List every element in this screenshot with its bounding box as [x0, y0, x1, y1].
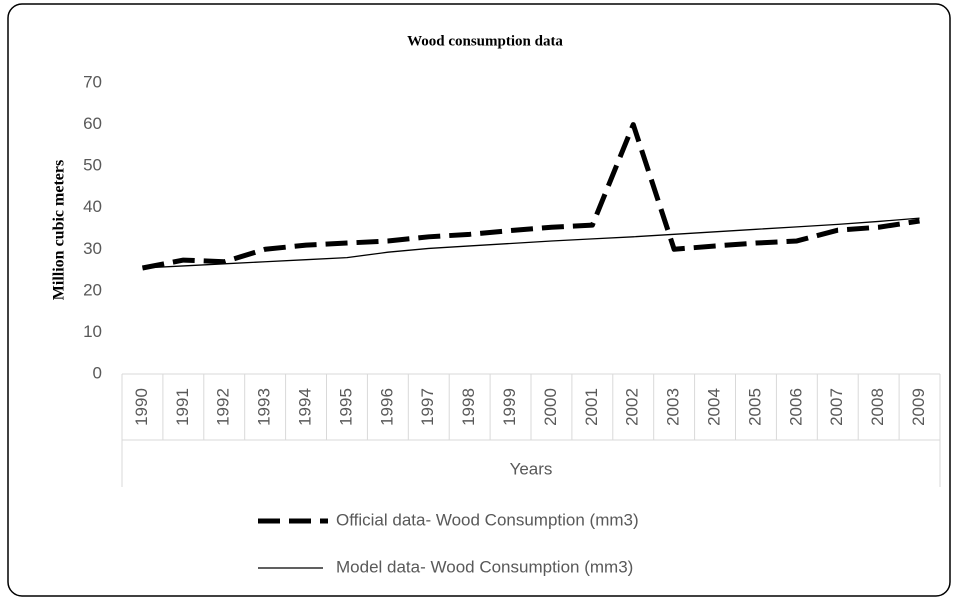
- y-axis-title: Million cubic meters: [51, 160, 68, 300]
- x-tick-label: 1992: [214, 388, 233, 426]
- x-tick-label: 1999: [500, 388, 519, 426]
- x-tick-label: 2009: [909, 388, 928, 426]
- legend-label: Official data- Wood Consumption (mm3): [336, 510, 639, 529]
- x-tick-label: 2001: [582, 388, 601, 426]
- y-tick-label: 30: [83, 239, 102, 258]
- y-tick-label: 70: [83, 72, 102, 91]
- x-tick-label: 1995: [336, 388, 355, 426]
- x-tick-label: 2005: [745, 388, 764, 426]
- x-tick-label: 2003: [664, 388, 683, 426]
- x-axis-title: Years: [510, 459, 553, 478]
- x-tick-label: 2000: [541, 388, 560, 426]
- y-tick-label: 40: [83, 197, 102, 216]
- legend-label: Model data- Wood Consumption (mm3): [336, 557, 633, 576]
- x-tick-label: 1990: [132, 388, 151, 426]
- chart-title: Wood consumption data: [407, 33, 563, 49]
- y-tick-label: 10: [83, 322, 102, 341]
- x-tick-label: 1991: [173, 388, 192, 426]
- series-line: [142, 217, 920, 269]
- x-tick-label: 1998: [459, 388, 478, 426]
- x-tick-label: 1994: [296, 388, 315, 426]
- chart-frame: [7, 3, 951, 597]
- x-tick-label: 2004: [705, 388, 724, 426]
- series-line: [141, 122, 920, 271]
- y-tick-label: 20: [83, 280, 102, 299]
- x-tick-label: 2002: [623, 388, 642, 426]
- x-tick-label: 2007: [827, 388, 846, 426]
- y-tick-label: 60: [83, 114, 102, 133]
- x-tick-label: 2008: [868, 388, 887, 426]
- x-tick-label: 1996: [377, 388, 396, 426]
- x-tick-label: 1993: [255, 388, 274, 426]
- x-tick-label: 1997: [418, 388, 437, 426]
- y-tick-label: 50: [83, 156, 102, 175]
- y-tick-label: 0: [93, 363, 102, 382]
- x-tick-label: 2006: [786, 388, 805, 426]
